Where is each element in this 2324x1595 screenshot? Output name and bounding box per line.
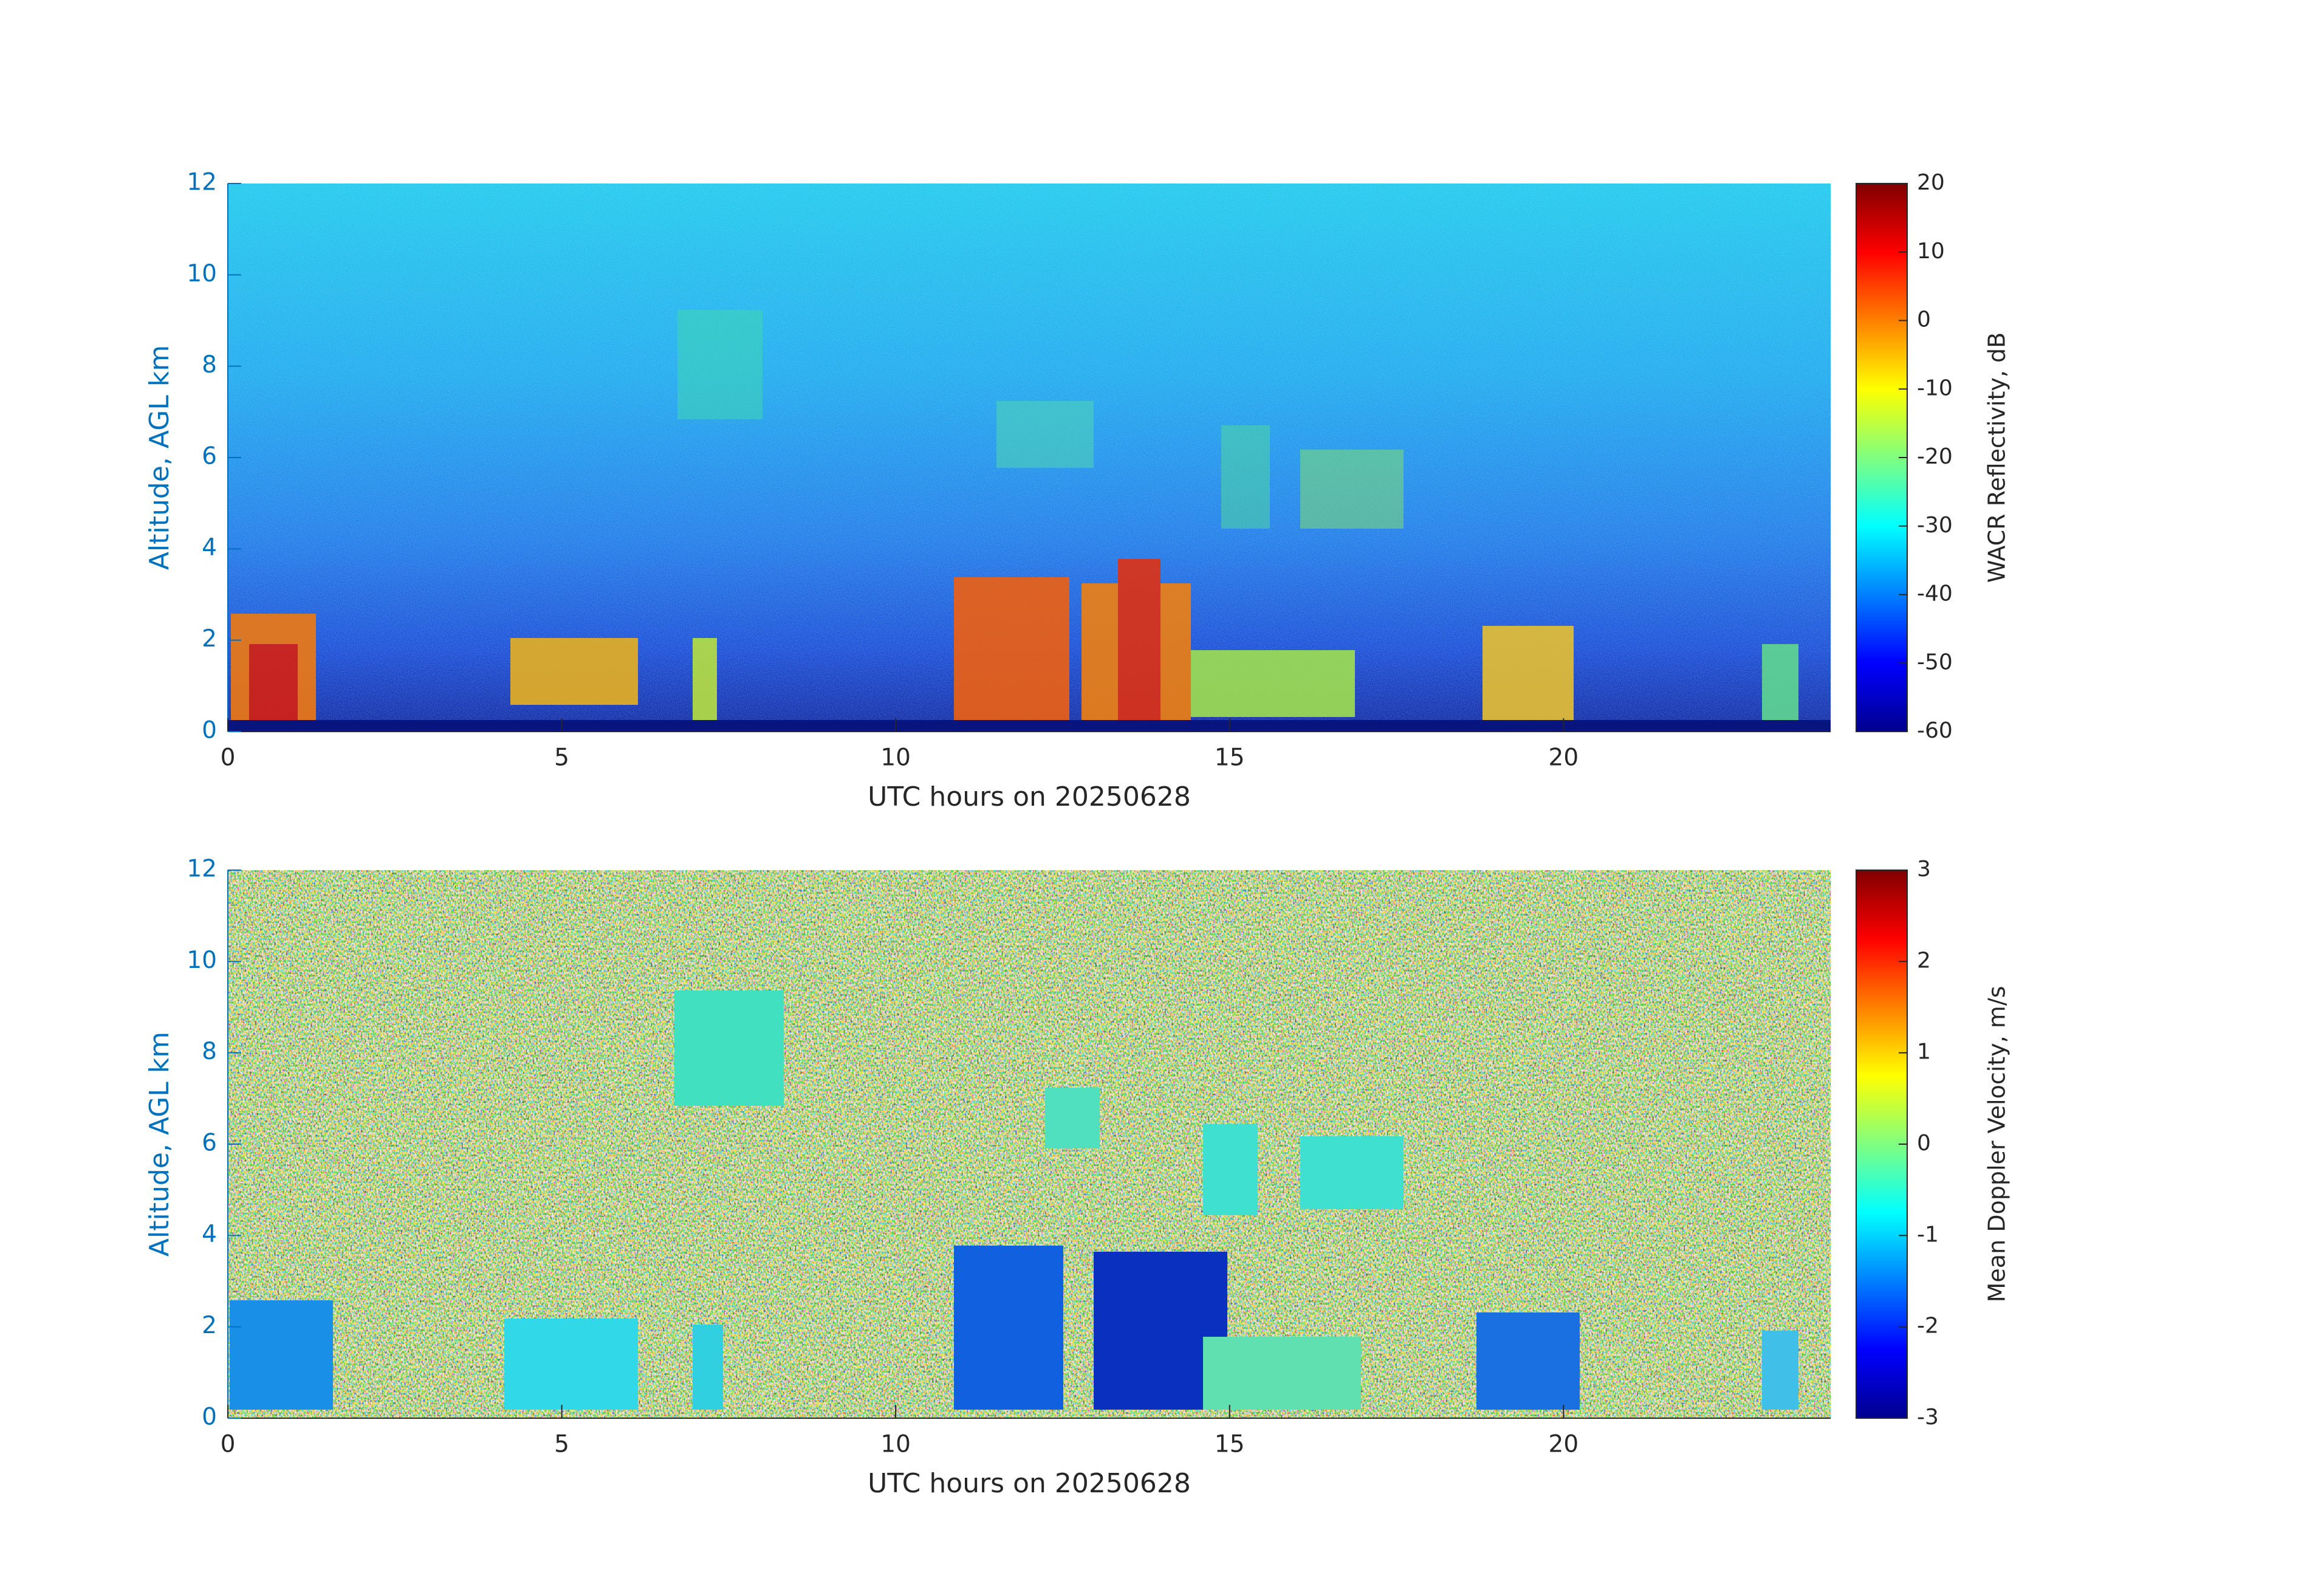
y-tick-label: 6 <box>202 443 217 470</box>
colorbar-tick-label: 0 <box>1917 1131 1931 1156</box>
echo <box>693 1325 723 1410</box>
colorbar-tick-label: -2 <box>1917 1314 1939 1339</box>
colorbar-tick-label: 0 <box>1917 307 1931 332</box>
y-tick-label: 8 <box>202 351 217 379</box>
echo <box>249 644 298 723</box>
y-tick-label: 4 <box>202 534 217 561</box>
echo <box>996 401 1094 468</box>
echo <box>1482 626 1574 723</box>
y-tick-label: 0 <box>202 717 217 744</box>
y-tick-label: 8 <box>202 1038 217 1065</box>
colorbar-tick-label: 20 <box>1917 170 1945 195</box>
x-tick-label: 0 <box>221 1431 236 1458</box>
echo <box>1203 1337 1361 1410</box>
y-axis-label: Altitude, AGL km <box>144 345 175 570</box>
echo <box>674 990 784 1106</box>
y-tick-label: 4 <box>202 1221 217 1248</box>
colorbar-tick-label: 1 <box>1917 1040 1931 1065</box>
x-axis-label: UTC hours on 20250628 <box>868 1468 1191 1499</box>
echo <box>1221 425 1270 529</box>
field-background <box>228 720 1831 732</box>
y-tick-label: 6 <box>202 1130 217 1157</box>
reflectivity-field <box>228 184 1831 732</box>
echo <box>1762 1331 1798 1410</box>
x-tick-label: 20 <box>1549 1431 1579 1458</box>
echo <box>1300 1136 1404 1209</box>
colorbar-tick-label: -3 <box>1917 1405 1939 1430</box>
echo <box>230 1300 333 1410</box>
colorbar-tick-label: 10 <box>1917 239 1945 264</box>
y-tick-label: 12 <box>187 169 217 196</box>
x-tick-label: 10 <box>880 744 911 772</box>
echo <box>954 577 1069 723</box>
x-tick-label: 20 <box>1549 744 1579 772</box>
colorbar-tick-label: -40 <box>1917 581 1953 606</box>
echo-regions <box>230 990 1798 1410</box>
echo <box>693 638 717 723</box>
y-tick-label: 0 <box>202 1404 217 1431</box>
colorbar-label: Mean Doppler Velocity, m/s <box>1984 986 2010 1303</box>
x-axis-label: UTC hours on 20250628 <box>868 781 1191 812</box>
x-tick-label: 5 <box>554 744 569 772</box>
colorbar-tick-label: -1 <box>1917 1222 1939 1247</box>
echo <box>1300 450 1404 529</box>
colorbar-label: WACR Reflectivity, dB <box>1984 332 2010 583</box>
echo <box>1476 1312 1580 1410</box>
x-tick-label: 15 <box>1215 744 1245 772</box>
y-tick-label: 12 <box>187 856 217 883</box>
y-axis-label: Altitude, AGL km <box>144 1032 175 1257</box>
y-tick-label: 2 <box>202 625 217 653</box>
velocity-field <box>228 870 1831 1418</box>
colorbar-tick-label: -30 <box>1917 513 1953 538</box>
x-tick-label: 0 <box>221 744 236 772</box>
echo <box>1203 1124 1258 1215</box>
echo <box>1191 650 1355 717</box>
colorbar-tick-label: -20 <box>1917 444 1953 469</box>
x-tick-label: 5 <box>554 1431 569 1458</box>
y-tick-label: 10 <box>187 260 217 287</box>
echo <box>1045 1088 1100 1148</box>
echo <box>1118 559 1160 723</box>
echo <box>510 638 638 705</box>
y-tick-label: 10 <box>187 947 217 974</box>
echo <box>677 310 763 419</box>
x-tick-label: 15 <box>1215 1431 1245 1458</box>
colorbar-tick-label: 3 <box>1917 857 1931 882</box>
colorbar-tick-label: -50 <box>1917 650 1953 674</box>
echo <box>954 1246 1063 1410</box>
y-tick-label: 2 <box>202 1312 217 1339</box>
echo <box>504 1319 638 1410</box>
x-tick-label: 10 <box>880 1431 911 1458</box>
colorbar-tick-label: 2 <box>1917 948 1931 973</box>
echo <box>1762 644 1798 723</box>
colorbar-tick-label: -10 <box>1917 376 1953 400</box>
echo-regions <box>231 310 1798 723</box>
colorbar-tick-label: -60 <box>1917 718 1953 743</box>
